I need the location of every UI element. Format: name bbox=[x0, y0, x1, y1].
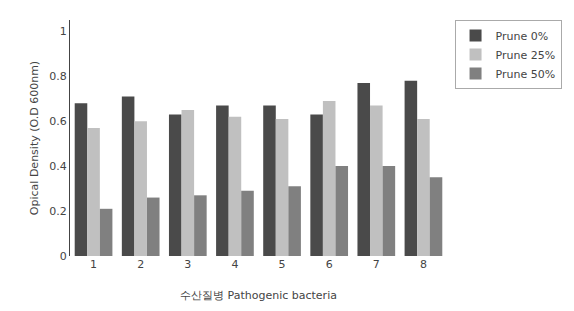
svg-text:Prune 0%: Prune 0% bbox=[496, 30, 549, 43]
svg-text:1: 1 bbox=[90, 258, 97, 271]
svg-text:Prune 50%: Prune 50% bbox=[496, 68, 556, 81]
svg-text:Opical Density (O.D 600nm): Opical Density (O.D 600nm) bbox=[28, 61, 41, 215]
svg-text:8: 8 bbox=[420, 258, 427, 271]
svg-text:2: 2 bbox=[137, 258, 144, 271]
svg-text:0.2: 0.2 bbox=[49, 205, 67, 218]
svg-text:6: 6 bbox=[326, 258, 333, 271]
svg-text:0.4: 0.4 bbox=[49, 160, 67, 173]
svg-text:0.8: 0.8 bbox=[49, 70, 67, 83]
svg-text:5: 5 bbox=[279, 258, 286, 271]
svg-text:Prune 25%: Prune 25% bbox=[496, 49, 556, 62]
svg-text:7: 7 bbox=[373, 258, 380, 271]
svg-text:1: 1 bbox=[60, 25, 67, 38]
svg-text:4: 4 bbox=[231, 258, 238, 271]
svg-text:0: 0 bbox=[60, 250, 67, 263]
svg-text:수산질병 Pathogenic bacteria: 수산질병 Pathogenic bacteria bbox=[180, 289, 337, 302]
svg-text:3: 3 bbox=[184, 258, 191, 271]
svg-text:0.6: 0.6 bbox=[49, 115, 67, 128]
